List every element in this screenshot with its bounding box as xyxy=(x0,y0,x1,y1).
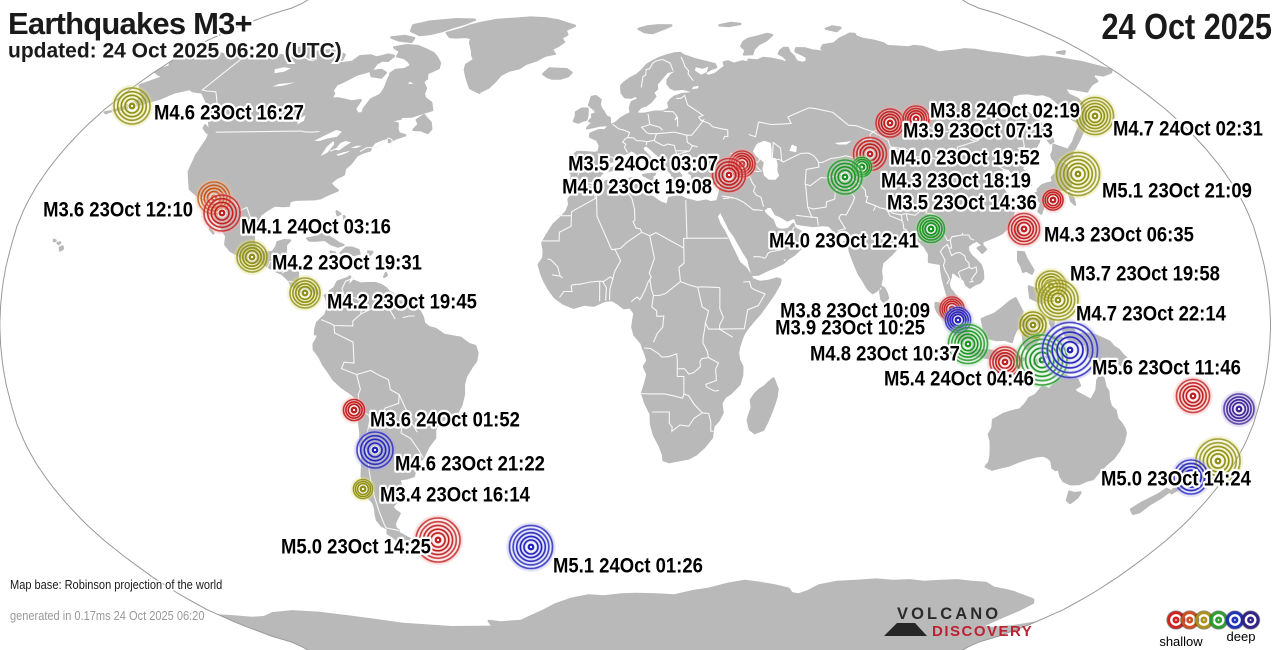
svg-text:M4.8 23Oct 10:37: M4.8 23Oct 10:37 xyxy=(810,342,960,365)
svg-text:deep: deep xyxy=(1227,629,1256,644)
svg-text:M4.3 23Oct 06:35: M4.3 23Oct 06:35 xyxy=(1044,223,1194,246)
svg-text:M4.2 23Oct 19:45: M4.2 23Oct 19:45 xyxy=(327,290,477,313)
svg-text:M3.5 23Oct 14:36: M3.5 23Oct 14:36 xyxy=(887,191,1037,214)
svg-text:M5.4 24Oct 04:46: M5.4 24Oct 04:46 xyxy=(884,367,1034,390)
svg-text:M3.9 23Oct 07:13: M3.9 23Oct 07:13 xyxy=(903,119,1053,142)
svg-text:M4.0 23Oct 19:52: M4.0 23Oct 19:52 xyxy=(890,146,1040,169)
svg-text:M5.1 24Oct 01:26: M5.1 24Oct 01:26 xyxy=(553,554,703,577)
svg-text:M3.8 24Oct 02:19: M3.8 24Oct 02:19 xyxy=(930,99,1080,122)
svg-text:M3.5 24Oct 03:07: M3.5 24Oct 03:07 xyxy=(568,152,718,175)
svg-text:M4.1 24Oct 03:16: M4.1 24Oct 03:16 xyxy=(241,215,391,238)
svg-text:M4.0 23Oct 12:41: M4.0 23Oct 12:41 xyxy=(769,229,919,252)
svg-text:M4.7 23Oct 22:14: M4.7 23Oct 22:14 xyxy=(1076,302,1226,325)
svg-text:M4.3 23Oct 18:19: M4.3 23Oct 18:19 xyxy=(881,169,1031,192)
svg-text:M3.6 24Oct 01:52: M3.6 24Oct 01:52 xyxy=(370,408,520,431)
svg-text:DISCOVERY: DISCOVERY xyxy=(932,623,1033,640)
svg-text:M4.7 24Oct 02:31: M4.7 24Oct 02:31 xyxy=(1113,117,1263,140)
svg-text:M3.8 23Oct 10:09: M3.8 23Oct 10:09 xyxy=(780,299,930,322)
svg-text:M3.4 23Oct 16:14: M3.4 23Oct 16:14 xyxy=(380,483,530,506)
svg-text:updated: 24 Oct 2025 06:20 (UT: updated: 24 Oct 2025 06:20 (UTC) xyxy=(8,40,342,63)
svg-text:M4.2 23Oct 19:31: M4.2 23Oct 19:31 xyxy=(272,251,422,274)
svg-text:VOLCANO: VOLCANO xyxy=(897,605,1001,623)
svg-text:M5.1 23Oct 21:09: M5.1 23Oct 21:09 xyxy=(1102,179,1252,202)
svg-text:Map base: Robinson projection: Map base: Robinson projection of the wor… xyxy=(10,577,222,592)
svg-text:Earthquakes M3+: Earthquakes M3+ xyxy=(8,6,252,41)
svg-text:M4.0 23Oct 19:08: M4.0 23Oct 19:08 xyxy=(562,175,712,198)
svg-text:M3.7 23Oct 19:58: M3.7 23Oct 19:58 xyxy=(1070,262,1220,285)
svg-text:M4.6 23Oct 21:22: M4.6 23Oct 21:22 xyxy=(395,452,545,475)
svg-text:shallow: shallow xyxy=(1159,634,1203,649)
svg-text:M3.6 23Oct 12:10: M3.6 23Oct 12:10 xyxy=(43,198,193,221)
svg-text:M5.0 23Oct 14:24: M5.0 23Oct 14:24 xyxy=(1101,467,1251,490)
svg-text:M3.9 23Oct 10:25: M3.9 23Oct 10:25 xyxy=(775,316,925,339)
svg-text:M4.6 23Oct 16:27: M4.6 23Oct 16:27 xyxy=(154,101,304,124)
svg-text:24 Oct 2025: 24 Oct 2025 xyxy=(1101,6,1272,47)
svg-text:M5.6 23Oct 11:46: M5.6 23Oct 11:46 xyxy=(1092,356,1241,379)
svg-text:M5.0 23Oct 14:25: M5.0 23Oct 14:25 xyxy=(281,535,431,558)
svg-text:generated in 0.17ms 24 Oct 202: generated in 0.17ms 24 Oct 2025 06:20 xyxy=(10,608,205,623)
